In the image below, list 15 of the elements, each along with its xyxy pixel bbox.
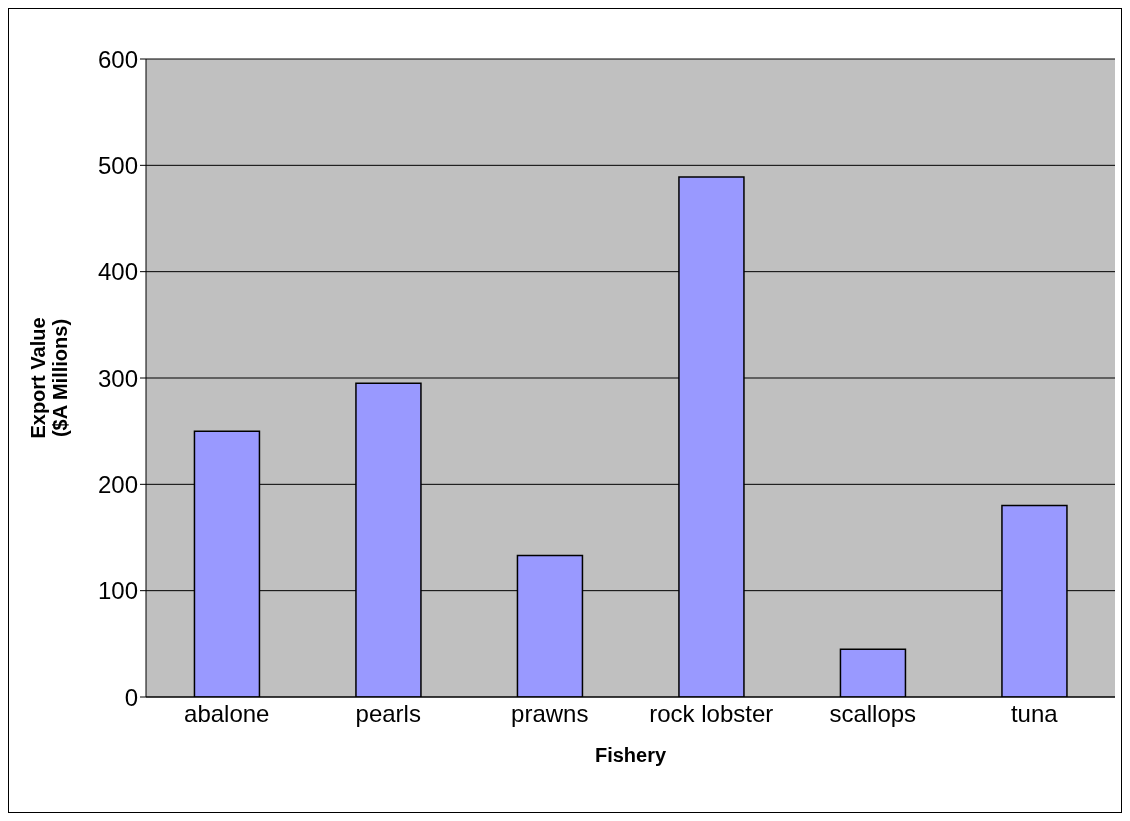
y-tick-label: 0	[124, 683, 138, 711]
x-axis-title: Fishery	[594, 744, 667, 766]
y-tick-label: 200	[97, 470, 138, 498]
y-tick-label: 600	[97, 45, 138, 73]
y-tick-label: 100	[97, 577, 138, 605]
x-tick-label: rock lobster	[649, 700, 774, 728]
y-axis-title: Export Value ($A Millions)	[27, 317, 71, 439]
x-tick-label: tuna	[1010, 700, 1059, 728]
x-tick-label: prawns	[511, 700, 589, 728]
y-tick-label: 500	[97, 151, 138, 179]
x-tick-label: scallops	[829, 700, 917, 728]
y-tick-label: 400	[97, 258, 138, 286]
x-tick-label: abalone	[184, 700, 270, 728]
y-tick-label: 300	[97, 364, 138, 392]
x-tick-label: pearls	[355, 700, 421, 728]
